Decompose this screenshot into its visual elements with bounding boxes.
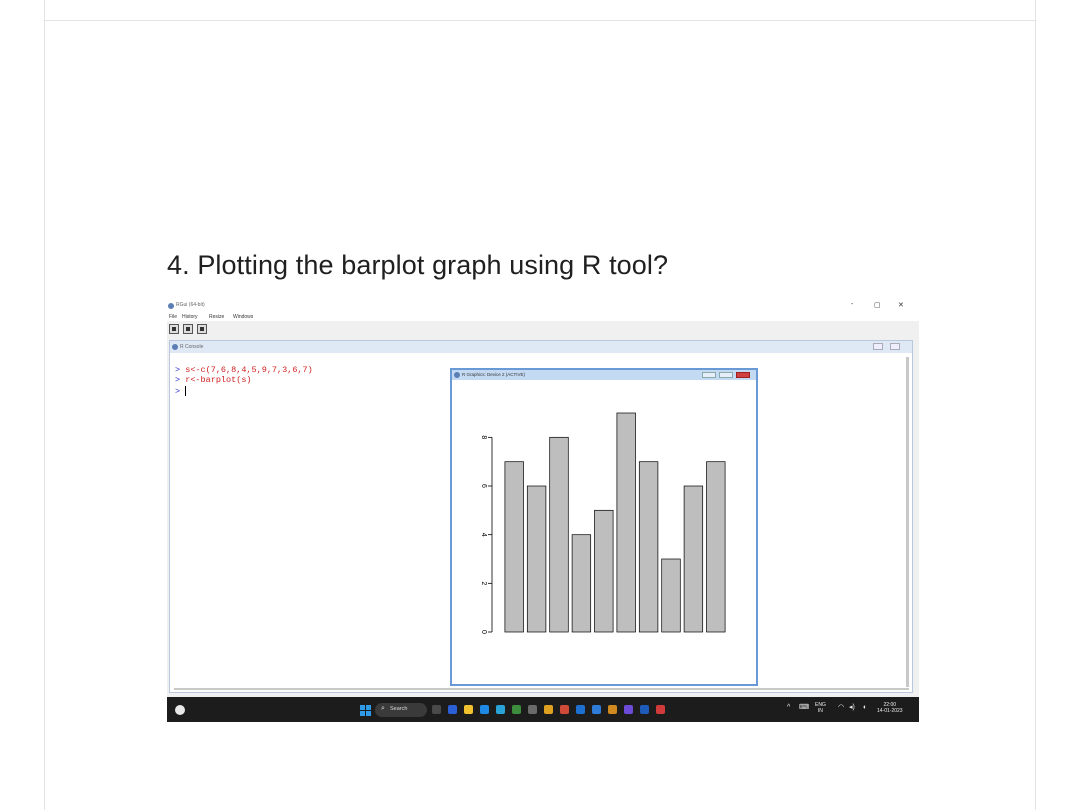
menu-resize[interactable]: Resize xyxy=(209,314,225,320)
speaker-icon[interactable]: ◂) xyxy=(849,704,855,711)
taskbar-app-icon[interactable] xyxy=(576,705,585,714)
barplot: 0 2 4 6 8 xyxy=(480,412,726,634)
r-logo-icon xyxy=(172,344,178,350)
command-text: r<-barplot(s) xyxy=(185,375,252,385)
y-tick-label: 0 xyxy=(480,630,487,634)
bar xyxy=(504,461,524,633)
bar xyxy=(638,461,659,633)
console-maximize-button[interactable] xyxy=(890,343,900,350)
bar xyxy=(616,412,636,633)
prompt: > xyxy=(175,375,181,385)
language: ENG xyxy=(815,702,826,708)
bar xyxy=(594,509,614,633)
language-indicator[interactable]: ENG IN xyxy=(815,702,826,714)
y-tick-label: 4 xyxy=(480,533,487,537)
close-button[interactable]: ✕ xyxy=(898,302,904,309)
graphics-device-window: R Graphics: Device 2 (ACTIVE) 0 2 4 6 8 xyxy=(450,368,758,686)
graphics-minimize-button[interactable] xyxy=(702,372,716,378)
console-minimize-button[interactable] xyxy=(873,343,883,350)
prompt: > xyxy=(175,365,181,375)
vertical-scrollbar[interactable] xyxy=(906,357,909,687)
clock[interactable]: 22:00 14-01-2023 xyxy=(877,702,903,714)
taskbar-app-icon[interactable] xyxy=(608,705,617,714)
bar xyxy=(549,436,569,633)
menu-history[interactable]: History xyxy=(182,314,198,320)
maximize-button[interactable]: ▢ xyxy=(874,302,881,309)
start-icon[interactable] xyxy=(360,705,371,716)
stop-icon[interactable] xyxy=(197,324,207,334)
bar xyxy=(683,485,704,633)
search-label: Search xyxy=(390,706,408,712)
graphics-close-button[interactable] xyxy=(736,372,750,378)
taskbar-app-icon[interactable] xyxy=(640,705,649,714)
keyboard-icon[interactable]: ⌨ xyxy=(799,704,810,711)
date: 14-01-2023 xyxy=(877,708,903,714)
console-title: R Console xyxy=(180,344,204,350)
taskbar-app-icon[interactable] xyxy=(592,705,601,714)
graphics-title: R Graphics: Device 2 (ACTIVE) xyxy=(462,372,526,377)
r-logo-icon xyxy=(454,372,460,378)
y-tick-label: 8 xyxy=(480,435,487,439)
menubar: File History Resize Windows xyxy=(167,312,919,321)
console-titlebar: R Console xyxy=(170,341,912,353)
open-script-icon[interactable] xyxy=(169,324,179,334)
time: 22:00 xyxy=(883,702,897,708)
graphics-titlebar: R Graphics: Device 2 (ACTIVE) xyxy=(452,370,756,380)
taskbar-app-icon[interactable] xyxy=(432,705,441,714)
rgui-titlebar: RGui (64-bit) - ▢ ✕ xyxy=(167,300,919,312)
taskbar-app-icon[interactable] xyxy=(464,705,473,714)
toolbar xyxy=(167,321,919,337)
menu-windows[interactable]: Windows xyxy=(233,314,254,320)
console-line: > r<-barplot(s) xyxy=(175,375,252,385)
taskbar-app-icon[interactable] xyxy=(512,705,521,714)
print-icon[interactable] xyxy=(183,324,193,334)
document-frame xyxy=(44,0,1036,810)
taskbar-app-icon[interactable] xyxy=(448,705,457,714)
battery-icon[interactable]: ◐ xyxy=(863,704,868,711)
command-text: s<-c(7,6,8,4,5,9,7,3,6,7) xyxy=(185,365,313,375)
menu-file[interactable]: File xyxy=(169,314,178,320)
taskbar-app-icon[interactable] xyxy=(560,705,569,714)
wifi-icon[interactable]: ◠ xyxy=(838,704,845,711)
bar xyxy=(526,485,547,633)
minimize-button[interactable]: - xyxy=(851,301,854,308)
rgui-screenshot: RGui (64-bit) - ▢ ✕ File History Resize … xyxy=(167,300,919,722)
taskbar-app-icon[interactable] xyxy=(496,705,505,714)
y-tick-label: 6 xyxy=(480,484,487,488)
divider xyxy=(44,20,1036,21)
bar xyxy=(661,558,681,633)
taskbar-app-icon[interactable] xyxy=(656,705,665,714)
bar xyxy=(706,461,726,633)
console-line: > s<-c(7,6,8,4,5,9,7,3,6,7) xyxy=(175,365,313,375)
text-cursor xyxy=(185,386,187,396)
region: IN xyxy=(817,708,823,714)
chevron-up-icon[interactable]: ^ xyxy=(787,704,791,711)
rgui-title: RGui (64-bit) xyxy=(176,302,205,308)
bar xyxy=(571,534,592,633)
taskbar: ⌕ Search ^ ⌨ ENG IN ◠ ◂) ◐ 22:00 14-01-202… xyxy=(167,697,919,722)
taskbar-app-icon[interactable] xyxy=(480,705,489,714)
horizontal-scrollbar[interactable] xyxy=(174,688,909,690)
search-input[interactable]: ⌕ Search xyxy=(375,703,427,717)
taskbar-app-icon[interactable] xyxy=(544,705,553,714)
graphics-maximize-button[interactable] xyxy=(719,372,733,378)
search-icon: ⌕ xyxy=(381,705,385,712)
prompt: > xyxy=(175,386,181,397)
weather-icon[interactable] xyxy=(175,705,185,715)
y-tick-label: 2 xyxy=(480,581,487,585)
taskbar-app-icon[interactable] xyxy=(528,705,537,714)
r-logo-icon xyxy=(168,303,174,309)
taskbar-app-icon[interactable] xyxy=(624,705,633,714)
console-input-line[interactable]: > xyxy=(175,386,187,397)
question-heading: 4. Plotting the barplot graph using R to… xyxy=(167,250,669,280)
